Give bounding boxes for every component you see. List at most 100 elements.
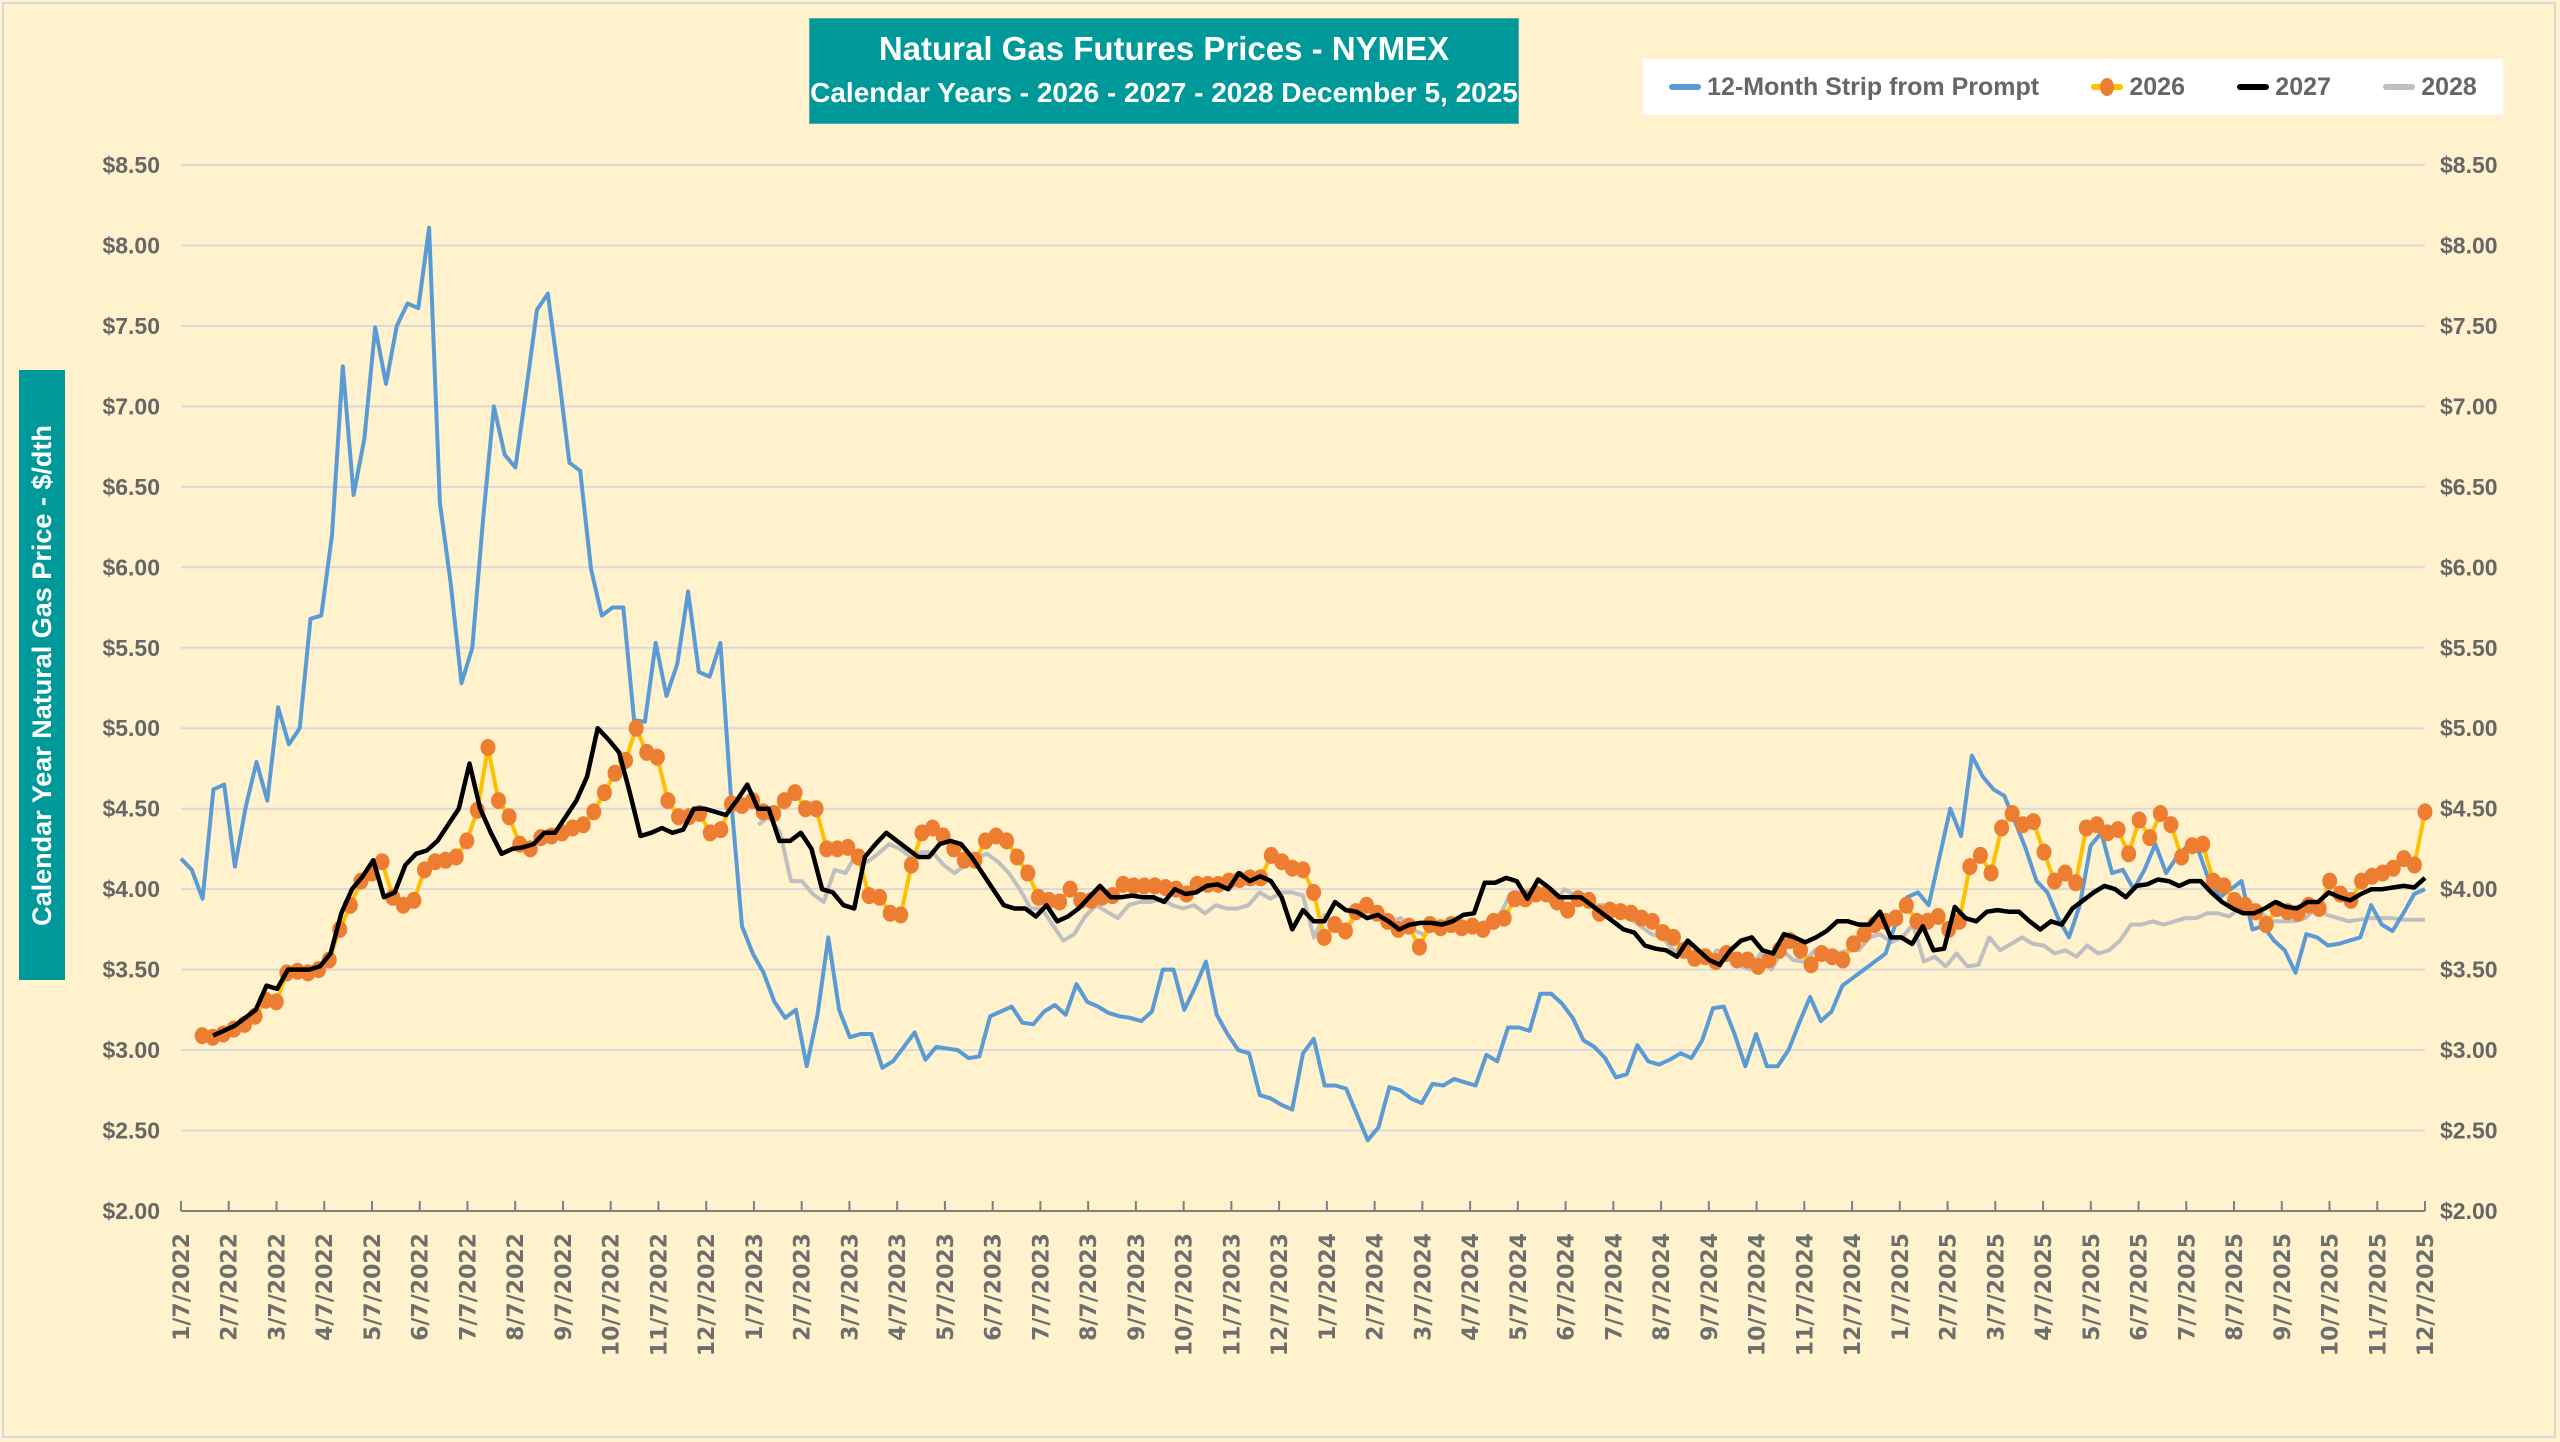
x-tick-label: 2/7/2022 [218, 1233, 243, 1341]
x-tick-label: 5/7/2022 [361, 1233, 386, 1341]
series-line-12-month-strip-from-prompt [179, 225, 2426, 1143]
data-point-2026 [1295, 861, 1311, 879]
legend-label-2027: 2027 [2275, 72, 2331, 101]
x-tick-label: 12/7/2025 [2414, 1233, 2439, 1356]
data-point-2026 [268, 993, 284, 1011]
y-tick-label-right: $7.50 [2440, 313, 2498, 339]
y-tick-label-right: $4.50 [2440, 796, 2498, 822]
x-tick-label: 11/7/2025 [2366, 1233, 2391, 1356]
x-axis: 1/7/2022 2/7/2022 3/7/2022 4/7/2022 5/7/2022… [170, 1201, 2439, 1356]
data-point-2026 [1507, 890, 1523, 908]
x-tick-label: 8/7/2025 [2223, 1233, 2248, 1341]
y-tick-label-right: $2.00 [2440, 1198, 2498, 1224]
data-point-2026 [925, 819, 941, 837]
x-tick-label: 2/7/2024 [1364, 1233, 1389, 1341]
data-point-2026 [903, 856, 919, 874]
chart-subtitle: Calendar Years - 2026 - 2027 - 2028 Dece… [810, 77, 1518, 108]
legend-label-2026: 2026 [2129, 72, 2185, 101]
data-point-2026 [1972, 846, 1988, 864]
data-point-2026 [1020, 864, 1036, 882]
data-point-2026 [1560, 901, 1576, 919]
x-tick-label: 9/7/2024 [1698, 1233, 1723, 1341]
series-2027 [212, 725, 2427, 1038]
y-tick-label-left: $6.50 [102, 474, 160, 500]
data-point-2026 [2174, 848, 2190, 866]
x-tick-label: 10/7/2023 [1173, 1233, 1198, 1356]
y-tick-label-right: $3.00 [2440, 1037, 2498, 1063]
data-point-2026 [1856, 925, 1872, 943]
series-line-2026 [201, 726, 2427, 1040]
data-point-2026 [596, 784, 612, 802]
x-tick-label: 9/7/2025 [2271, 1233, 2296, 1341]
x-tick-label: 8/7/2022 [504, 1233, 529, 1341]
x-tick-label: 7/7/2023 [1029, 1233, 1054, 1341]
data-point-2026 [1803, 956, 1819, 974]
y-axis-left: $8.50 $8.00 $7.50 $7.00 $6.50 $6.00 $5.50 $5.00… [102, 152, 160, 1224]
x-tick-label: 6/7/2024 [1555, 1233, 1580, 1341]
data-point-2026 [893, 906, 909, 924]
data-point-2026 [1475, 920, 1491, 938]
y-axis-title-box: Calendar Year Natural Gas Price - $/dth [19, 370, 65, 980]
data-point-2026 [1126, 877, 1142, 895]
data-point-2026 [607, 764, 623, 782]
y-tick-label-right: $4.00 [2440, 876, 2498, 902]
y-tick-label-left: $5.00 [102, 715, 160, 741]
data-point-2026 [480, 739, 496, 757]
data-point-2026 [1242, 869, 1258, 887]
x-tick-label: 6/7/2022 [409, 1233, 434, 1341]
data-point-2026 [999, 832, 1015, 850]
data-point-2026 [808, 800, 824, 818]
x-tick-label: 5/7/2023 [934, 1233, 959, 1341]
data-point-2026 [2068, 874, 2084, 892]
y-tick-label-right: $6.00 [2440, 554, 2498, 580]
data-point-2026 [1062, 880, 1078, 898]
x-tick-label: 2/7/2023 [791, 1233, 816, 1341]
data-point-2026 [2195, 835, 2211, 853]
data-point-2026 [660, 792, 676, 810]
legend-item-2026: 2026 [2091, 73, 2185, 102]
y-tick-label-left: $4.00 [102, 876, 160, 902]
x-tick-label: 8/7/2024 [1650, 1233, 1675, 1341]
data-point-2026 [2142, 829, 2158, 847]
x-tick-label: 3/7/2024 [1411, 1233, 1436, 1341]
x-tick-label: 4/7/2022 [313, 1233, 338, 1341]
data-point-2026 [670, 808, 686, 826]
x-tick-label: 11/7/2023 [1220, 1233, 1245, 1356]
data-point-2026 [1644, 912, 1660, 930]
data-point-2026 [1316, 928, 1332, 946]
data-point-2026 [1359, 896, 1375, 914]
data-point-2026 [2047, 872, 2063, 890]
x-tick-label: 3/7/2025 [1984, 1233, 2009, 1341]
chart-title-box: Natural Gas Futures Prices - NYMEX Calen… [809, 18, 1519, 124]
legend-item-2028: 2028 [2383, 73, 2477, 102]
data-point-2026 [374, 853, 390, 871]
data-point-2026 [2004, 805, 2020, 823]
x-tick-label: 3/7/2022 [265, 1233, 290, 1341]
x-tick-label: 1/7/2024 [1316, 1233, 1341, 1341]
data-point-2026 [798, 800, 814, 818]
data-point-2026 [2322, 872, 2338, 890]
y-tick-label-left: $6.00 [102, 554, 160, 580]
legend-label-2028: 2028 [2421, 72, 2477, 101]
data-point-2026 [1835, 951, 1851, 969]
data-point-2026 [1136, 877, 1152, 895]
x-tick-label: 8/7/2023 [1077, 1233, 1102, 1341]
x-tick-label: 1/7/2022 [170, 1233, 195, 1341]
data-point-2026 [649, 748, 665, 766]
data-point-2026 [1729, 951, 1745, 969]
data-point-2026 [1845, 935, 1861, 953]
legend: 12-Month Strip from Prompt 2026 2027 202… [1643, 59, 2503, 115]
data-point-2026 [459, 832, 475, 850]
legend-swatch-strip [1669, 84, 1702, 90]
data-point-2026 [1994, 819, 2010, 837]
data-point-2026 [2385, 859, 2401, 877]
y-tick-label-left: $4.50 [102, 796, 160, 822]
series-2026 [194, 719, 2433, 1046]
series-line-2027 [212, 725, 2427, 1038]
y-tick-label-right: $5.00 [2440, 715, 2498, 741]
y-tick-label-right: $8.00 [2440, 232, 2498, 258]
data-point-2026 [1306, 883, 1322, 901]
data-point-2026 [1009, 848, 1025, 866]
y-tick-label-left: $7.50 [102, 313, 160, 339]
